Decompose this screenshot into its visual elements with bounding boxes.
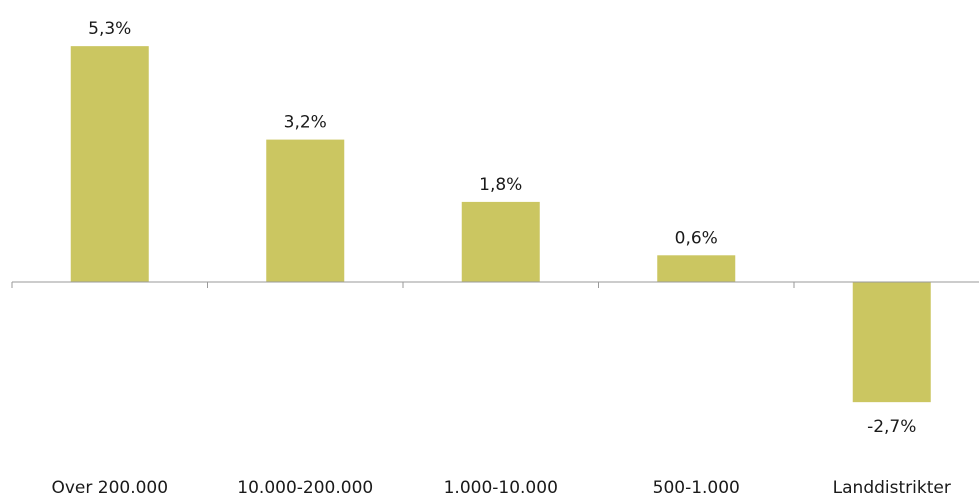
bar	[70, 46, 149, 283]
value-label: 3,2%	[284, 113, 327, 133]
bar	[461, 201, 540, 282]
category-label: Over 200.000	[51, 478, 168, 497]
category-label: 10.000-200.000	[237, 478, 373, 497]
value-label: 1,8%	[479, 175, 522, 195]
category-label: 1.000-10.000	[444, 478, 558, 497]
x-axis	[11, 281, 979, 288]
bar	[852, 282, 931, 403]
bar	[266, 139, 345, 282]
value-label: 5,3%	[88, 19, 131, 39]
value-label: 0,6%	[675, 228, 718, 248]
bar	[657, 255, 736, 282]
value-label: -2,7%	[867, 417, 916, 437]
bars-group	[70, 46, 931, 403]
category-labels-group: Over 200.000 10.000-200.000 1.000-10.000 50…	[51, 478, 950, 497]
category-label: Landdistrikter	[833, 478, 951, 497]
category-label: 500-1.000	[653, 478, 740, 497]
value-labels-group: 5,3% 3,2% 1,8% 0,6% -2,7%	[88, 19, 916, 437]
